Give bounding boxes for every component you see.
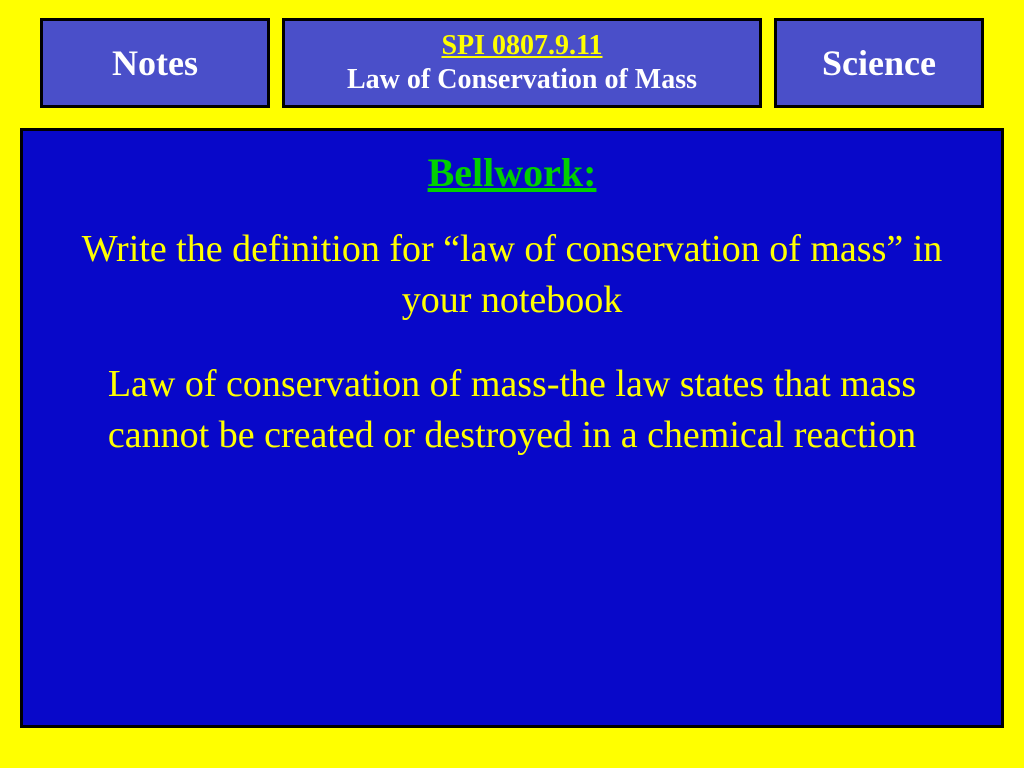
science-box: Science (774, 18, 984, 108)
topic-title: Law of Conservation of Mass (347, 63, 697, 97)
instruction-text: Write the definition for “law of conserv… (63, 224, 961, 327)
header-row: Notes SPI 0807.9.11 Law of Conservation … (0, 0, 1024, 120)
main-panel: Bellwork: Write the definition for “law … (20, 128, 1004, 728)
science-label: Science (822, 42, 936, 84)
notes-box: Notes (40, 18, 270, 108)
title-box: SPI 0807.9.11 Law of Conservation of Mas… (282, 18, 762, 108)
definition-text: Law of conservation of mass-the law stat… (63, 359, 961, 462)
bellwork-heading: Bellwork: (63, 149, 961, 196)
spi-code: SPI 0807.9.11 (441, 29, 602, 63)
notes-label: Notes (112, 42, 198, 84)
